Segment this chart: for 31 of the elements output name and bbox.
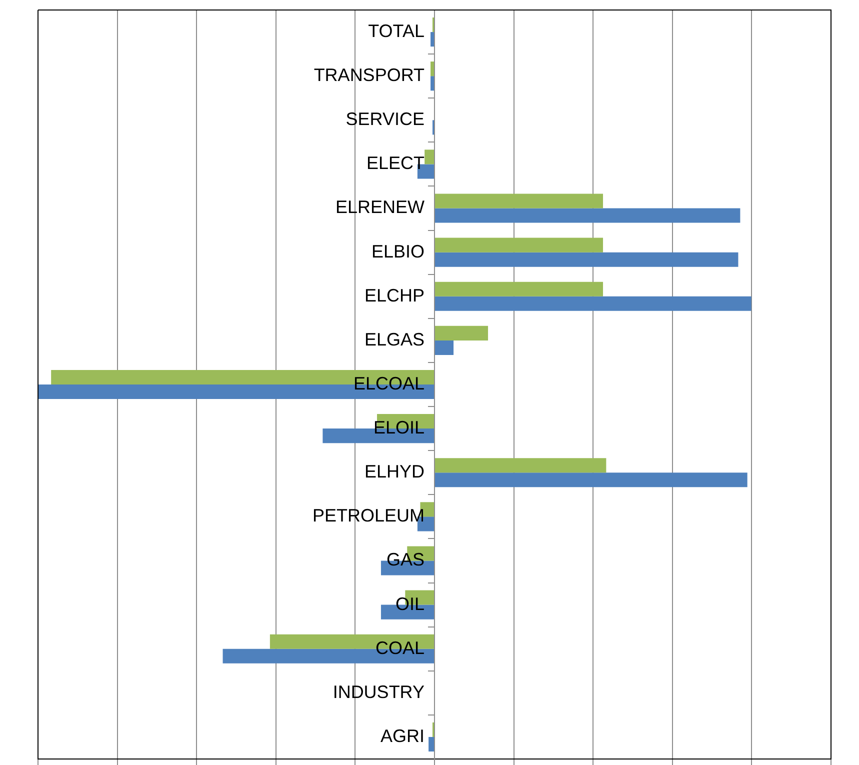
- y-tick-label: ELRENEW: [335, 197, 425, 218]
- y-tick-label: OIL: [395, 594, 424, 614]
- y-tick-label: ELGAS: [364, 329, 424, 350]
- y-tick-label: GAS: [386, 550, 424, 570]
- bar: [435, 326, 488, 340]
- y-tick-label: ELHYD: [364, 462, 424, 482]
- bar: [435, 238, 604, 252]
- y-tick-label: ELCOAL: [353, 373, 424, 394]
- bar: [430, 76, 434, 91]
- bar: [435, 296, 752, 311]
- y-tick-label: ELOIL: [373, 418, 424, 438]
- y-tick-label: ELBIO: [371, 241, 424, 262]
- bar: [435, 208, 740, 223]
- y-tick-label: ELCHP: [364, 285, 424, 306]
- bar: [435, 458, 606, 473]
- bar: [435, 340, 454, 355]
- y-tick-label: COAL: [375, 638, 424, 658]
- bar: [430, 32, 434, 47]
- y-tick-label: TOTAL: [368, 21, 424, 41]
- bar: [435, 282, 604, 296]
- bar: [435, 194, 604, 208]
- bar: [428, 736, 434, 752]
- y-tick-label: ELECT: [366, 153, 424, 174]
- y-tick-label: TRANSPORT: [314, 65, 424, 86]
- bar: [435, 472, 748, 488]
- bar: [435, 252, 738, 267]
- y-tick-label: SERVICE: [346, 109, 424, 130]
- y-tick-label: AGRI: [380, 726, 424, 746]
- bar: [430, 62, 434, 76]
- bar: [424, 150, 434, 164]
- y-tick-label: INDUSTRY: [332, 682, 424, 702]
